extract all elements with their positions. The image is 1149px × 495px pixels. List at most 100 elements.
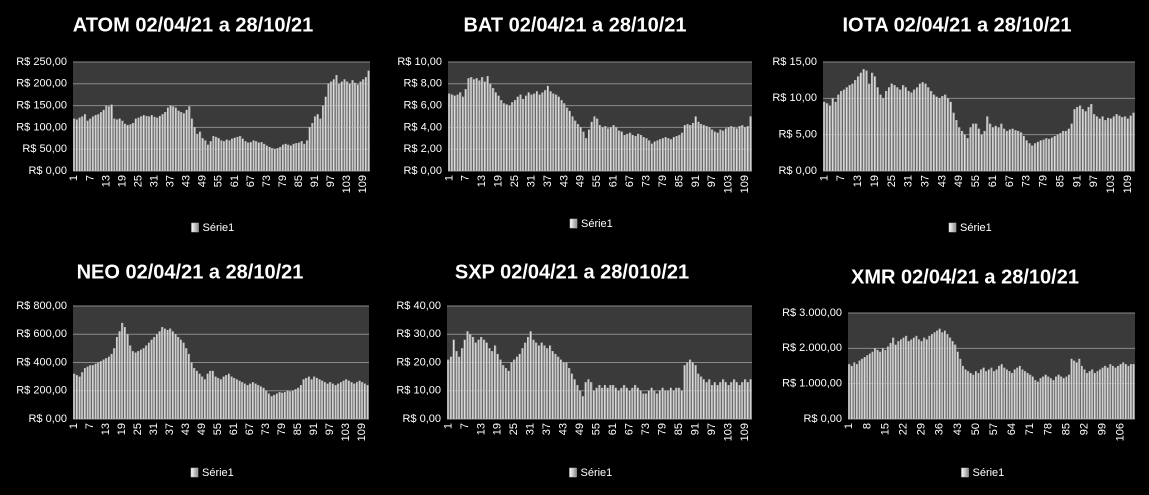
bar [97,114,100,172]
y-tick-label: R$ 4,00 [403,121,442,133]
bar [956,351,959,420]
bar [233,377,236,420]
bar [356,84,359,172]
bar [958,127,961,172]
bar [642,393,645,420]
bar [81,372,84,420]
bar [1088,371,1091,420]
bar [719,129,722,172]
x-tick-label: 31 [525,423,537,435]
bar [249,383,252,420]
bar [330,81,333,172]
bar [989,123,992,172]
bar [257,385,260,420]
bar [944,94,947,172]
bar [124,123,127,172]
bar [150,339,153,420]
bar [198,373,201,420]
bar [147,342,151,420]
bar [874,348,877,420]
bar [579,390,582,420]
legend-label: Série1 [581,218,613,230]
bar [863,357,866,420]
bar [1045,138,1048,172]
bar [201,138,204,172]
legend-swatch [569,218,578,229]
bar [448,93,451,172]
bar [1056,134,1059,172]
bar [284,143,287,172]
x-tick-label: 103 [1105,175,1117,193]
bar [302,379,305,420]
bar [952,112,955,172]
bar [961,130,964,172]
bar [225,375,228,420]
bar [145,115,148,172]
bar [179,339,183,420]
bar [974,371,977,420]
bar [868,353,871,420]
bar [893,85,896,172]
bar [345,379,348,420]
bar [347,380,351,420]
bar [507,370,510,420]
bar [658,390,662,420]
bar [118,331,121,420]
bar [94,363,97,420]
bar [276,148,279,172]
bar [559,359,563,420]
bar [1055,376,1058,420]
bar [675,136,678,172]
x-tick-label: 15 [879,423,891,435]
bar [629,132,632,172]
bar [84,114,87,172]
bar [631,387,634,420]
bar [703,125,706,172]
bar [307,376,311,420]
x-tick-label: 31 [149,175,161,187]
bar [322,105,325,172]
bar [271,148,274,172]
bar [975,123,978,172]
bar [275,393,279,420]
bar [735,128,738,172]
bar [1093,372,1096,420]
y-tick-label: R$ 20,00 [396,356,441,368]
bar [169,105,172,172]
bar [711,129,714,172]
x-tick-label: 43 [952,423,964,435]
bar [913,89,916,172]
bar [1067,128,1071,172]
bar [837,94,840,172]
bar [1049,378,1052,420]
bar [1121,117,1124,172]
bar [716,132,719,172]
x-tick-label: 19 [493,175,505,187]
bar [255,141,258,172]
bar [140,116,143,172]
bar [505,104,508,172]
bar [562,362,565,420]
bar [661,387,664,420]
chart-title: ATOM 02/04/21 a 28/10/21 [73,14,314,36]
bar [1096,371,1099,420]
bar [1117,365,1120,420]
bar [921,82,924,172]
bar [749,116,752,172]
bar [905,335,908,420]
bar [254,383,257,420]
bar [480,336,483,420]
bar [193,368,196,420]
bar [1104,365,1107,420]
bar [1052,380,1055,420]
bar [692,122,695,172]
bar [292,143,295,172]
bar [362,79,365,172]
bar [190,362,193,420]
x-tick-label: 97 [324,423,336,435]
bar [702,379,705,420]
bar [220,140,223,172]
bar [461,348,464,420]
bar [1068,374,1071,420]
bar [363,383,367,420]
